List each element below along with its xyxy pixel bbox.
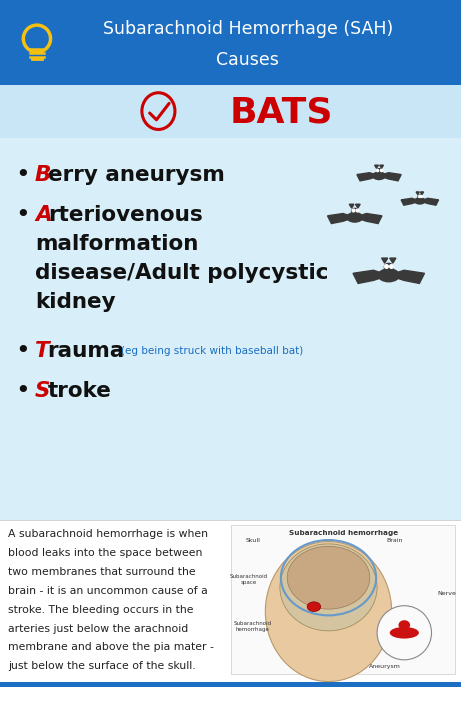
Polygon shape — [389, 270, 425, 284]
Text: malformation: malformation — [35, 235, 198, 255]
Text: •: • — [16, 163, 30, 187]
Ellipse shape — [383, 262, 394, 272]
FancyBboxPatch shape — [293, 692, 321, 711]
Text: disease/Adult polycystic: disease/Adult polycystic — [35, 263, 328, 284]
Text: arteries just below the arachnoid: arteries just below the arachnoid — [8, 624, 188, 634]
Text: T: T — [35, 341, 50, 360]
Text: 👍: 👍 — [301, 696, 313, 711]
Text: nursestips.com: nursestips.com — [328, 699, 447, 711]
Polygon shape — [379, 173, 401, 181]
Ellipse shape — [287, 546, 370, 609]
Text: troke: troke — [47, 381, 111, 401]
Polygon shape — [390, 258, 396, 263]
Text: Causes: Causes — [217, 51, 279, 69]
Ellipse shape — [414, 197, 426, 205]
Text: blood leaks into the space between: blood leaks into the space between — [8, 548, 202, 558]
Ellipse shape — [307, 602, 321, 611]
Polygon shape — [420, 198, 438, 205]
Polygon shape — [355, 213, 382, 223]
Polygon shape — [374, 165, 378, 169]
FancyBboxPatch shape — [0, 85, 461, 138]
Text: stroke. The bleeding occurs in the: stroke. The bleeding occurs in the — [8, 605, 193, 615]
Ellipse shape — [417, 194, 422, 199]
Text: Nerve: Nerve — [438, 591, 456, 596]
Ellipse shape — [280, 544, 377, 631]
Ellipse shape — [346, 212, 363, 223]
Polygon shape — [349, 204, 354, 208]
FancyBboxPatch shape — [0, 520, 461, 682]
Polygon shape — [380, 165, 383, 169]
Ellipse shape — [390, 627, 419, 638]
Polygon shape — [420, 192, 424, 195]
Text: A: A — [35, 205, 52, 225]
Text: erry aneurysm: erry aneurysm — [47, 165, 225, 185]
FancyBboxPatch shape — [0, 0, 461, 85]
Text: Subarachnoid
hemorrhage: Subarachnoid hemorrhage — [234, 621, 272, 632]
Polygon shape — [416, 192, 419, 195]
Text: two membranes that surround the: two membranes that surround the — [8, 567, 195, 577]
Text: BATS: BATS — [230, 95, 334, 129]
Text: Brain: Brain — [386, 538, 403, 543]
FancyBboxPatch shape — [231, 525, 455, 674]
Text: kidney: kidney — [35, 292, 116, 312]
Text: •: • — [16, 203, 30, 228]
Ellipse shape — [377, 268, 400, 282]
Polygon shape — [401, 198, 420, 205]
Polygon shape — [382, 258, 388, 263]
Polygon shape — [357, 173, 379, 181]
Text: A subarachnoid hemorrhage is when: A subarachnoid hemorrhage is when — [8, 530, 208, 540]
Text: Subarachnoid Hemorrhage (SAH): Subarachnoid Hemorrhage (SAH) — [103, 20, 393, 38]
Text: •: • — [16, 379, 30, 403]
Text: Aneurysm: Aneurysm — [369, 663, 401, 668]
Polygon shape — [353, 270, 389, 284]
Text: rteriovenous: rteriovenous — [49, 205, 203, 225]
Polygon shape — [328, 213, 355, 223]
Text: •: • — [16, 338, 30, 363]
Ellipse shape — [399, 620, 410, 630]
FancyBboxPatch shape — [0, 682, 461, 687]
Text: just below the surface of the skull.: just below the surface of the skull. — [8, 661, 195, 671]
Text: brain - it is an uncommon cause of a: brain - it is an uncommon cause of a — [8, 586, 208, 596]
Ellipse shape — [351, 208, 359, 215]
Text: B: B — [35, 165, 51, 185]
Ellipse shape — [372, 171, 386, 180]
Text: Subarachnoid
space: Subarachnoid space — [230, 574, 268, 585]
Text: (eg being struck with baseball bat): (eg being struck with baseball bat) — [120, 346, 303, 356]
Circle shape — [377, 606, 431, 660]
Text: Subarachnoid hemorrhage: Subarachnoid hemorrhage — [289, 530, 398, 536]
FancyBboxPatch shape — [0, 138, 461, 520]
Ellipse shape — [376, 168, 382, 173]
Ellipse shape — [265, 542, 392, 682]
Text: membrane and above the pia mater -: membrane and above the pia mater - — [8, 643, 214, 653]
Text: Skull: Skull — [245, 538, 260, 543]
Polygon shape — [356, 204, 360, 208]
Text: rauma: rauma — [47, 341, 125, 360]
Text: S: S — [35, 381, 51, 401]
